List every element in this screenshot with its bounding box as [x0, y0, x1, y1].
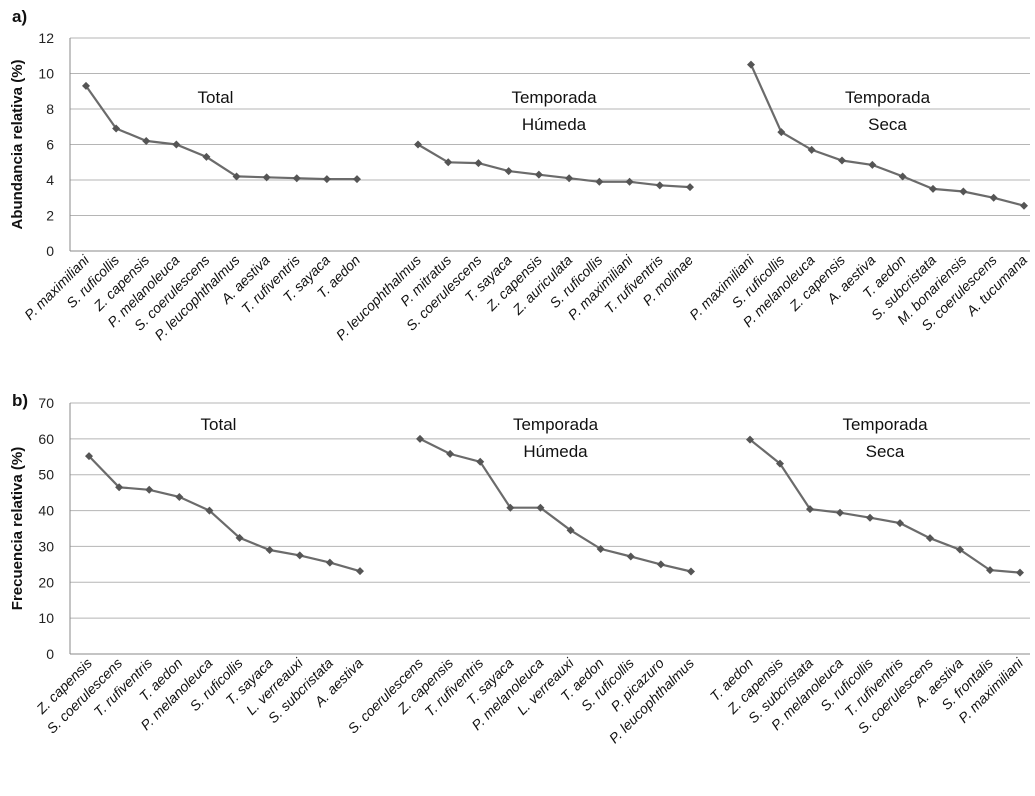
data-point [898, 172, 907, 181]
group-title: Seca [868, 115, 907, 134]
data-point [142, 136, 151, 145]
data-point [295, 551, 304, 560]
data-point [112, 124, 121, 133]
group-title: Temporada [511, 88, 597, 107]
data-point [1020, 201, 1028, 210]
y-tick-label: 50 [38, 467, 54, 483]
data-point [625, 177, 634, 186]
y-tick-label: 60 [38, 431, 54, 447]
group-title: Húmeda [522, 115, 587, 134]
panel-b: 0 10 20 30 40 50 60 70 b) Frecuencia relativa (%)… [9, 391, 1030, 746]
data-point [896, 519, 904, 528]
y-tick-label: 10 [38, 66, 54, 82]
data-point [566, 526, 575, 535]
y-tick-label: 0 [46, 646, 54, 662]
data-point [202, 152, 211, 161]
data-point [806, 505, 814, 514]
data-point [868, 160, 877, 169]
data-point [82, 81, 90, 90]
data-point [353, 175, 361, 184]
y-tick-label: 6 [46, 137, 54, 153]
group-title: Temporada [513, 415, 599, 434]
data-point [145, 485, 154, 494]
series-line [749, 64, 1025, 207]
data-point [534, 170, 543, 179]
data-point [232, 172, 241, 181]
series-line [85, 85, 357, 181]
y-tick-label: 20 [38, 574, 54, 590]
y-tick-label: 10 [38, 610, 54, 626]
data-point [626, 552, 635, 561]
series-line [419, 437, 692, 573]
data-point [929, 184, 937, 193]
series-line [749, 438, 1021, 574]
data-point [504, 167, 513, 176]
group-title: Temporada [845, 88, 931, 107]
data-point [444, 158, 453, 167]
y-tick-label: 70 [38, 395, 54, 411]
data-point [986, 566, 994, 575]
data-point [536, 503, 545, 512]
data-point [836, 508, 844, 517]
data-point [1016, 568, 1024, 577]
data-point [989, 193, 998, 202]
series-line [88, 455, 361, 573]
data-point [655, 181, 664, 190]
y-tick-label: 30 [38, 538, 54, 554]
data-point [807, 145, 816, 154]
data-point [956, 545, 964, 554]
y-axis-label: Abundancia relativa (%) [9, 59, 26, 229]
y-axis-label: Frecuencia relativa (%) [9, 447, 26, 610]
data-point [777, 128, 786, 137]
data-point [85, 452, 93, 461]
data-point [747, 60, 755, 69]
y-tick-label: 0 [46, 243, 54, 259]
panel-letter: b) [12, 391, 28, 410]
data-point [565, 174, 574, 183]
data-point [115, 483, 124, 492]
panel-letter: a) [12, 7, 27, 26]
group-title: Temporada [842, 415, 928, 434]
data-point [746, 435, 754, 444]
data-point [476, 457, 485, 466]
data-point [687, 567, 695, 576]
data-point [235, 533, 244, 542]
data-point [175, 492, 184, 501]
data-point [265, 546, 274, 555]
data-point [172, 140, 181, 149]
data-point [322, 175, 331, 184]
group-title: Total [201, 415, 237, 434]
data-point [474, 159, 483, 168]
data-point [416, 434, 424, 443]
group-title: Seca [866, 442, 905, 461]
y-tick-label: 40 [38, 503, 54, 519]
data-point [325, 558, 334, 567]
data-point [656, 560, 665, 569]
data-point [926, 534, 934, 543]
y-tick-label: 12 [38, 30, 54, 46]
data-point [262, 173, 271, 182]
data-point [838, 156, 846, 165]
data-point [866, 513, 874, 522]
data-point [776, 459, 784, 468]
data-point [596, 544, 605, 553]
data-point [686, 183, 694, 192]
y-tick-label: 2 [46, 208, 54, 224]
data-point [506, 503, 515, 512]
group-title: Total [198, 88, 234, 107]
data-point [292, 174, 301, 183]
y-tick-label: 8 [46, 101, 54, 117]
data-point [595, 177, 604, 186]
data-point [446, 449, 455, 458]
data-point [205, 506, 214, 515]
data-point [959, 187, 968, 196]
data-point [356, 567, 364, 576]
y-tick-label: 4 [46, 172, 54, 188]
group-title: Húmeda [523, 442, 588, 461]
data-point [414, 140, 422, 149]
series-line [417, 143, 691, 189]
